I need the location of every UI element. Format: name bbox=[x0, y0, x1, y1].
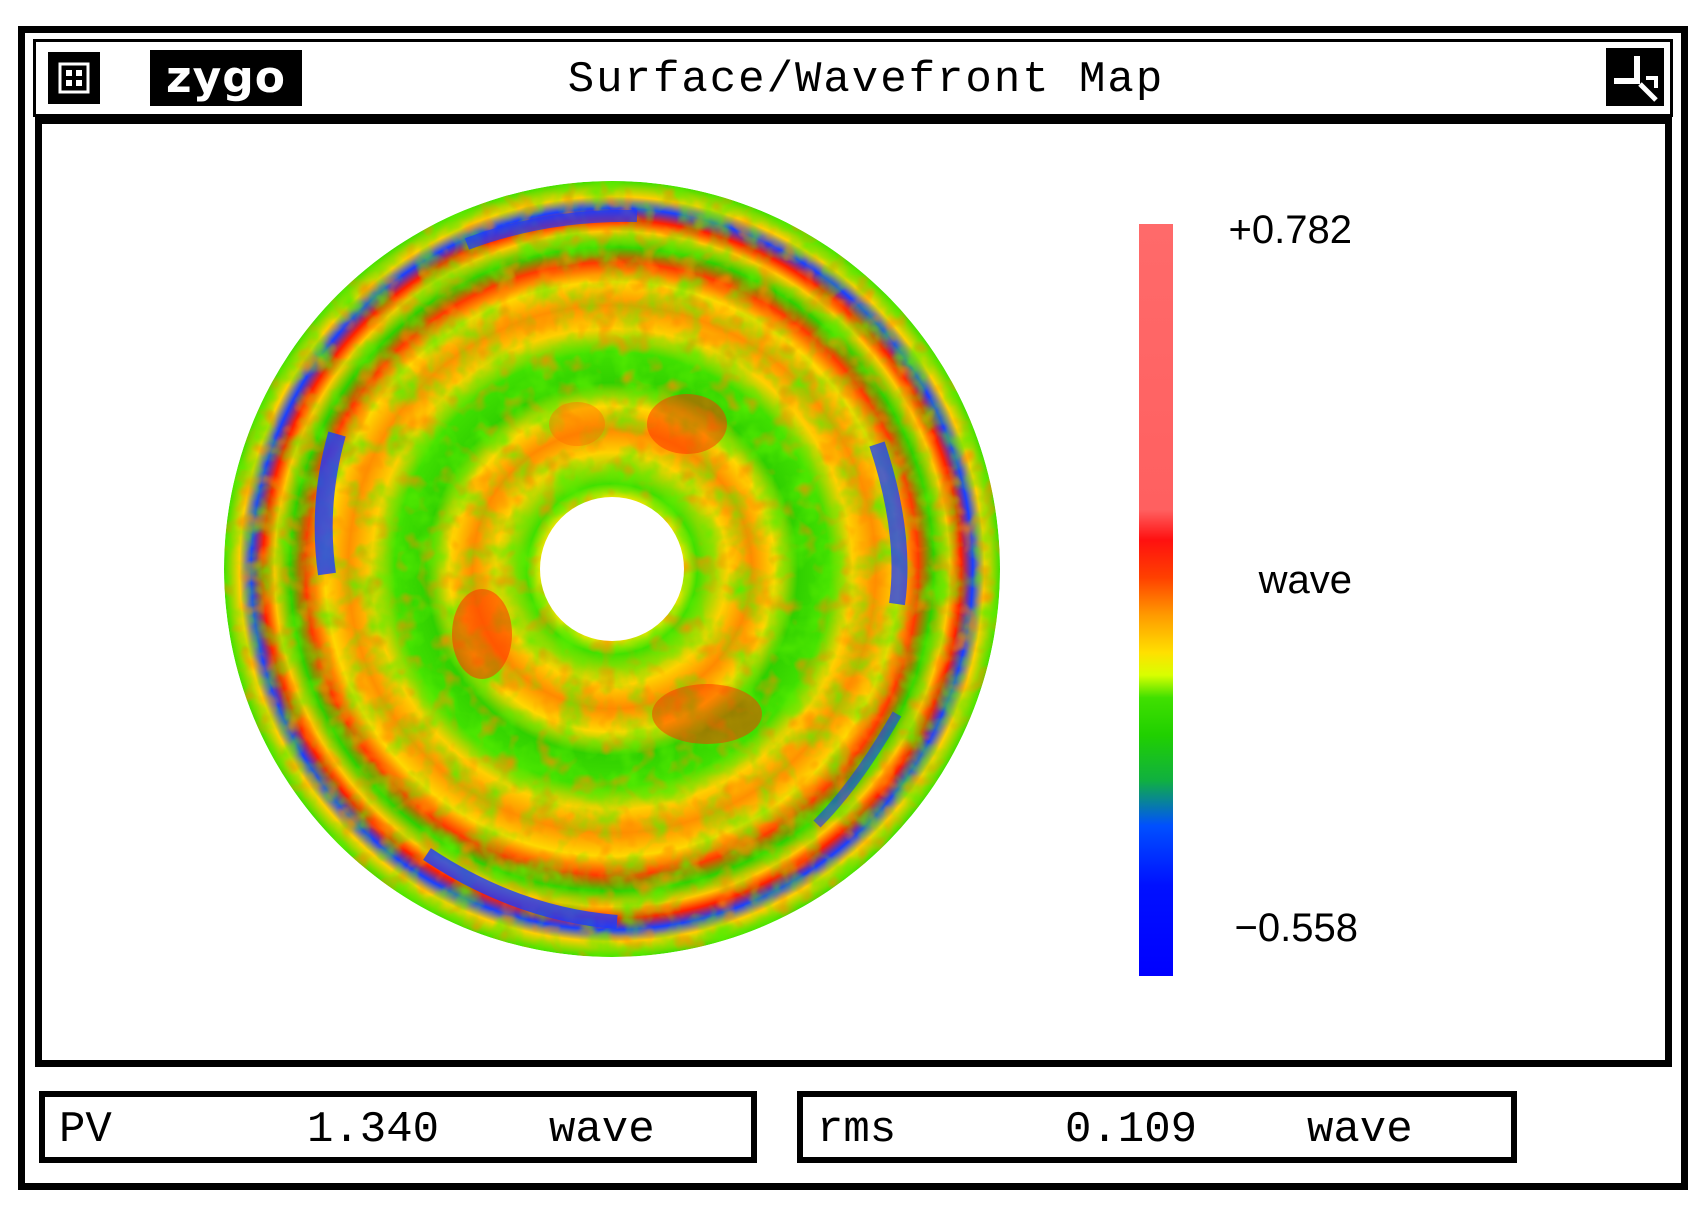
color-scale-unit-label: wave bbox=[1258, 558, 1352, 602]
pv-label: PV bbox=[59, 1105, 112, 1155]
rms-label: rms bbox=[817, 1105, 897, 1155]
rms-value: 0.109 bbox=[1065, 1105, 1198, 1155]
color-scale-max-label: +0.782 bbox=[1228, 208, 1352, 252]
annulus-surface bbox=[224, 181, 1000, 957]
zygo-logo: zygo bbox=[150, 50, 302, 106]
rms-readout: rms 0.109 wave bbox=[797, 1091, 1517, 1163]
color-scale-min-label: −0.558 bbox=[1234, 906, 1358, 950]
pv-unit: wave bbox=[549, 1105, 655, 1155]
pv-value: 1.340 bbox=[307, 1105, 440, 1155]
title-bar: zygo Surface/Wavefront Map bbox=[33, 39, 1673, 117]
map-panel: +0.782 wave −0.558 bbox=[35, 117, 1672, 1067]
wavefront-map bbox=[224, 181, 1000, 957]
window-title: Surface/Wavefront Map bbox=[567, 55, 1165, 105]
window-menu-glyph bbox=[58, 62, 90, 94]
color-scale-bar bbox=[1139, 224, 1173, 976]
rms-unit: wave bbox=[1307, 1105, 1413, 1155]
resize-glyph bbox=[1614, 56, 1658, 102]
window-menu-icon[interactable] bbox=[48, 52, 100, 104]
surface-wavefront-window: zygo Surface/Wavefront Map bbox=[18, 26, 1688, 1190]
window-resize-icon[interactable] bbox=[1606, 48, 1664, 106]
pv-readout: PV 1.340 wave bbox=[39, 1091, 757, 1163]
